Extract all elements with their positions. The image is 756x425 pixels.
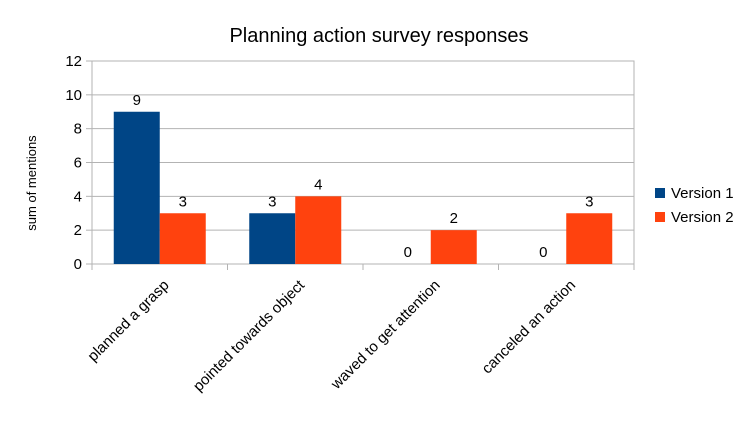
legend-label: Version 1 xyxy=(671,185,734,202)
x-category-label: planned a grasp xyxy=(84,277,172,365)
y-tick-label: 0 xyxy=(74,256,82,273)
y-tick-label: 8 xyxy=(74,121,82,138)
legend-swatch xyxy=(655,212,665,222)
data-label: 2 xyxy=(450,210,458,227)
data-label: 0 xyxy=(539,244,547,261)
data-label: 0 xyxy=(404,244,412,261)
x-category-label: pointed towards object xyxy=(190,276,309,395)
bar-version-2 xyxy=(295,196,342,264)
legend-label: Version 2 xyxy=(671,209,734,226)
bar-version-2 xyxy=(566,213,613,264)
bar-version-2 xyxy=(159,213,206,264)
y-tick-label: 4 xyxy=(74,188,82,205)
bar-version-2 xyxy=(430,230,477,264)
data-label: 9 xyxy=(133,92,141,109)
x-category-label: waved to get attention xyxy=(327,277,444,394)
bar-version-1 xyxy=(113,111,160,264)
data-labels: 9 3 3 4 0 2 0 3 xyxy=(133,92,594,261)
y-tick-label: 2 xyxy=(74,222,82,239)
bars xyxy=(113,111,613,264)
data-label: 3 xyxy=(268,193,276,210)
data-label: 4 xyxy=(314,176,322,193)
axes: 0 2 4 6 8 10 12 xyxy=(65,53,635,273)
y-tick-label: 6 xyxy=(74,155,82,172)
y-tick-label: 10 xyxy=(65,87,82,104)
legend: Version 1 Version 2 xyxy=(655,185,734,226)
y-tick-label: 12 xyxy=(65,53,82,70)
x-category-label: canceled an action xyxy=(479,277,579,377)
legend-swatch xyxy=(655,188,665,198)
data-label: 3 xyxy=(179,193,187,210)
data-label: 3 xyxy=(585,193,593,210)
category-labels: planned a grasp pointed towards object wav… xyxy=(84,276,579,395)
y-axis-label: sum of mentions xyxy=(24,135,39,231)
bar-version-1 xyxy=(249,213,296,264)
chart-title: Planning action survey responses xyxy=(229,25,528,47)
